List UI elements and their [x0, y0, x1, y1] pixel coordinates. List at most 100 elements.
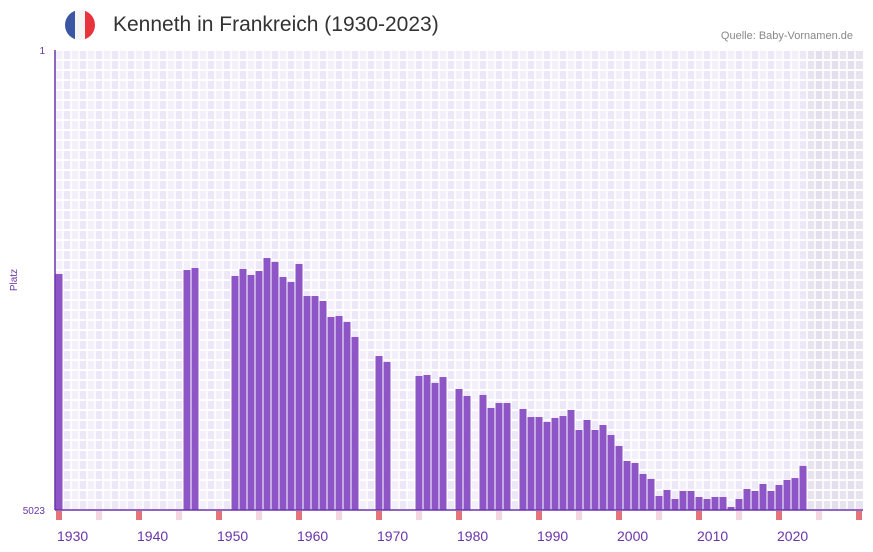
bar-1992 — [551, 417, 559, 510]
decade-marker — [776, 511, 782, 520]
x-tick-label: 1930 — [57, 528, 88, 544]
bar-2021 — [783, 479, 791, 510]
bar-1959 — [287, 282, 295, 510]
half-decade-marker — [576, 511, 582, 520]
bar-1953 — [239, 269, 247, 510]
bar-2017 — [751, 490, 759, 510]
half-decade-marker — [336, 511, 342, 520]
bar-1975 — [415, 375, 423, 510]
bar-2014 — [727, 506, 735, 510]
half-decade-marker — [656, 511, 662, 520]
decade-marker — [456, 511, 462, 520]
bar-2015 — [735, 499, 743, 510]
bar-2009 — [687, 490, 695, 510]
bar-2016 — [743, 489, 751, 510]
bar-2008 — [679, 490, 687, 510]
bar-1956 — [263, 258, 271, 510]
bar-1961 — [303, 296, 311, 510]
bar-2023 — [799, 465, 807, 510]
bar-1991 — [543, 421, 551, 510]
decade-marker — [856, 511, 862, 520]
bar-1947 — [191, 268, 199, 510]
bar-1980 — [455, 389, 463, 510]
bar-2003 — [639, 474, 647, 510]
bar-2004 — [647, 478, 655, 510]
bar-1964 — [327, 317, 335, 510]
bar-2006 — [663, 489, 671, 510]
decade-marker — [136, 511, 142, 520]
bar-2018 — [759, 483, 767, 510]
bar-1994 — [567, 409, 575, 510]
half-decade-marker — [416, 511, 422, 520]
bar-1965 — [335, 315, 343, 510]
bar-1971 — [383, 361, 391, 510]
x-tick-label: 1980 — [457, 528, 488, 544]
bar-1993 — [559, 416, 567, 510]
x-tick-label: 2010 — [697, 528, 728, 544]
bar-2001 — [623, 460, 631, 510]
bar-2010 — [695, 496, 703, 510]
half-decade-marker — [816, 511, 822, 520]
half-decade-marker — [96, 511, 102, 520]
bar-1958 — [279, 276, 287, 510]
bar-2005 — [655, 495, 663, 510]
decade-marker — [616, 511, 622, 520]
bar-2011 — [703, 499, 711, 510]
x-tick-label: 1950 — [217, 528, 248, 544]
bar-1986 — [503, 403, 511, 510]
bar-1978 — [439, 377, 447, 510]
bar-1989 — [527, 417, 535, 510]
france-flag-icon — [65, 10, 95, 40]
bar-1966 — [343, 321, 351, 510]
bar-1996 — [583, 419, 591, 510]
bar-1970 — [375, 356, 383, 510]
bar-1981 — [463, 395, 471, 510]
bar-1967 — [351, 336, 359, 510]
x-tick-label: 2000 — [617, 528, 648, 544]
x-tick-label: 1970 — [377, 528, 408, 544]
decade-marker — [296, 511, 302, 520]
source-credit: Quelle: Baby-Vornamen.de — [720, 30, 853, 42]
bar-2019 — [767, 490, 775, 510]
half-decade-marker — [496, 511, 502, 520]
bar-2012 — [711, 496, 719, 510]
bar-1999 — [607, 434, 615, 510]
half-decade-marker — [256, 511, 262, 520]
decade-marker — [376, 511, 382, 520]
bar-1998 — [599, 424, 607, 510]
x-tick-label: 1940 — [137, 528, 168, 544]
decade-marker — [696, 511, 702, 520]
x-tick-label: 1990 — [537, 528, 568, 544]
x-tick-label: 2020 — [777, 528, 808, 544]
bar-1976 — [423, 374, 431, 510]
y-tick-label: 5023 — [23, 506, 46, 517]
bar-1930 — [55, 273, 63, 510]
bar-1960 — [295, 263, 303, 510]
bar-1997 — [591, 429, 599, 510]
bar-1977 — [431, 382, 439, 510]
decade-marker — [56, 511, 62, 520]
x-tick-label: 1960 — [297, 528, 328, 544]
bar-1985 — [495, 403, 503, 510]
decade-marker — [216, 511, 222, 520]
bar-2002 — [631, 463, 639, 510]
bar-1963 — [319, 300, 327, 510]
bar-1983 — [479, 394, 487, 510]
bar-1984 — [487, 407, 495, 510]
half-decade-marker — [176, 511, 182, 520]
y-tick-label: 1 — [39, 46, 45, 57]
bar-1955 — [255, 271, 263, 510]
bar-1988 — [519, 408, 527, 510]
decade-marker — [536, 511, 542, 520]
bar-1995 — [575, 429, 583, 510]
bar-1946 — [183, 270, 191, 510]
bar-1962 — [311, 296, 319, 510]
bar-2020 — [775, 484, 783, 510]
half-decade-marker — [736, 511, 742, 520]
bar-1954 — [247, 274, 255, 510]
bar-2000 — [615, 445, 623, 510]
bar-2007 — [671, 499, 679, 510]
chart-title: Kenneth in Frankreich (1930-2023) — [113, 13, 439, 36]
bar-1952 — [231, 275, 239, 510]
